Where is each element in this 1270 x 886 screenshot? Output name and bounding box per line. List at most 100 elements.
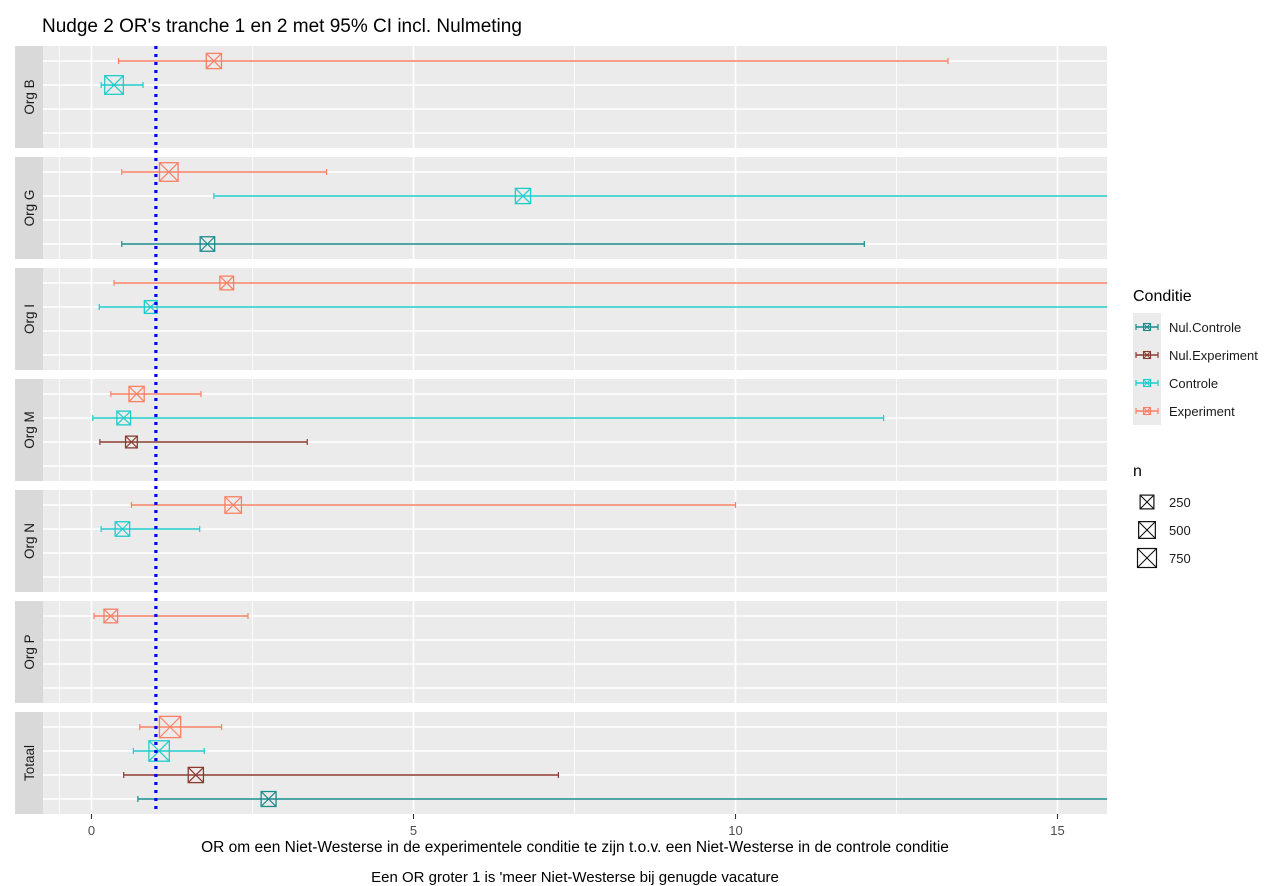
or-marker-cross: [104, 75, 124, 95]
legend-size-item-750: 750: [1136, 547, 1191, 569]
legend-conditie-title: Conditie: [1133, 288, 1192, 305]
panel-background: [43, 157, 1107, 259]
chart-caption: Een OR groter 1 is 'meer Niet-Westerse b…: [371, 869, 779, 886]
or-marker-cross: [159, 162, 179, 182]
legend-label: Nul.Controle: [1169, 320, 1241, 335]
legend-size-cross: [1137, 548, 1157, 568]
legend-key-marker: [1142, 406, 1152, 416]
chart-title: Nudge 2 OR's tranche 1 en 2 met 95% CI i…: [42, 16, 522, 37]
panel-background: [43, 46, 1107, 148]
or-marker-cross: [205, 52, 222, 70]
or-marker-box: [187, 766, 205, 784]
or-marker-cross: [103, 608, 119, 624]
or-marker-box: [116, 410, 132, 426]
panel-org-g: Org G: [15, 157, 1107, 259]
point-org-g-nul-controle: [121, 236, 865, 252]
point-org-b-experiment: [117, 52, 949, 70]
x-tick-label: 5: [410, 823, 417, 838]
panel-background: [43, 601, 1107, 703]
facet-label-org-n: Org N: [22, 523, 37, 559]
x-tick-label: 0: [88, 823, 95, 838]
facet-strip: [15, 157, 43, 259]
point-org-g-controle: [213, 187, 1107, 205]
or-marker-box: [143, 299, 158, 315]
or-marker-cross: [260, 791, 277, 807]
legend-label: Controle: [1169, 376, 1218, 391]
facet-strip: [15, 490, 43, 592]
point-totaal-experiment: [139, 715, 223, 739]
panel-org-n: Org N: [15, 490, 1107, 592]
panel-background: [43, 490, 1107, 592]
or-marker-box: [224, 496, 243, 514]
or-marker-cross: [148, 740, 170, 762]
legend-size-label: 250: [1169, 495, 1191, 510]
point-org-b-controle: [100, 75, 144, 95]
point-org-m-controle: [92, 410, 885, 426]
point-org-g-experiment: [121, 162, 328, 182]
point-org-n-experiment: [130, 496, 737, 514]
or-marker-box: [104, 75, 124, 95]
facet-label-totaal: Totaal: [22, 745, 37, 781]
or-marker-box: [219, 275, 235, 291]
legend-label: Experiment: [1169, 404, 1235, 419]
legend-key-cross: [1143, 351, 1151, 359]
legend-label: Nul.Experiment: [1169, 348, 1258, 363]
legend-key-marker: [1142, 350, 1152, 360]
or-marker-box: [124, 435, 138, 449]
facet-label-org-g: Org G: [22, 190, 37, 227]
panel-background: [43, 379, 1107, 481]
or-marker-cross: [125, 435, 138, 449]
facet-label-org-p: Org P: [22, 634, 37, 669]
legend-size-item-500: 500: [1138, 521, 1191, 539]
facet-label-org-i: Org I: [22, 304, 37, 334]
or-marker-box: [114, 521, 131, 537]
or-marker-box: [514, 187, 532, 205]
x-tick-label: 15: [1050, 823, 1064, 838]
or-marker-cross: [114, 521, 131, 537]
or-marker-box: [158, 162, 179, 182]
legend-key-marker: [1142, 378, 1152, 388]
legend-item-experiment: Experiment: [1133, 397, 1235, 425]
or-marker-box: [128, 385, 145, 403]
legend-n-title: n: [1133, 463, 1142, 480]
legend-size-cross: [1138, 521, 1156, 539]
or-marker-box: [158, 715, 182, 739]
legend-key-marker: [1142, 322, 1152, 332]
legend-n: n 250 500 750: [1133, 463, 1191, 569]
x-tick-label: 10: [728, 823, 742, 838]
legend-conditie: Conditie Nul.Controle Nul.Experiment Contro…: [1133, 288, 1258, 425]
legend-size-label: 500: [1169, 523, 1191, 538]
or-marker-cross: [514, 187, 532, 205]
legend-item-nul-controle: Nul.Controle: [1133, 313, 1241, 341]
or-marker-box: [103, 608, 119, 624]
panels: Org B Org G Org I Org M Org N Org P Totaal: [15, 46, 1107, 814]
panel-background: [43, 712, 1107, 814]
legend-key-cross: [1143, 323, 1151, 331]
legend-item-nul-experiment: Nul.Experiment: [1133, 341, 1258, 369]
point-org-i-experiment: [113, 275, 1107, 291]
legend-key-cross: [1143, 407, 1151, 415]
facet-strip: [15, 268, 43, 370]
legend-item-controle: Controle: [1133, 369, 1218, 397]
point-org-m-experiment: [110, 385, 202, 403]
facet-strip: [15, 601, 43, 703]
facet-strip: [15, 379, 43, 481]
or-marker-cross: [199, 236, 216, 252]
legend-size-marker: [1136, 547, 1158, 569]
point-totaal-controle: [132, 740, 205, 762]
or-marker-box: [260, 790, 277, 808]
legend-size-marker: [1139, 494, 1155, 510]
point-org-p-experiment: [93, 608, 249, 624]
or-marker-box: [148, 740, 170, 762]
or-marker-cross: [128, 385, 145, 403]
x-axis: 0 5 10 15: [88, 814, 1065, 838]
facet-strip: [15, 712, 43, 814]
panel-org-m: Org M: [15, 379, 1107, 481]
point-totaal-nul-experiment: [123, 766, 560, 784]
legend-key-cross: [1143, 379, 1151, 387]
legend-size-marker: [1138, 521, 1156, 539]
or-marker-cross: [219, 275, 235, 291]
legend-size-item-250: 250: [1139, 494, 1191, 510]
point-org-n-controle: [100, 521, 201, 537]
